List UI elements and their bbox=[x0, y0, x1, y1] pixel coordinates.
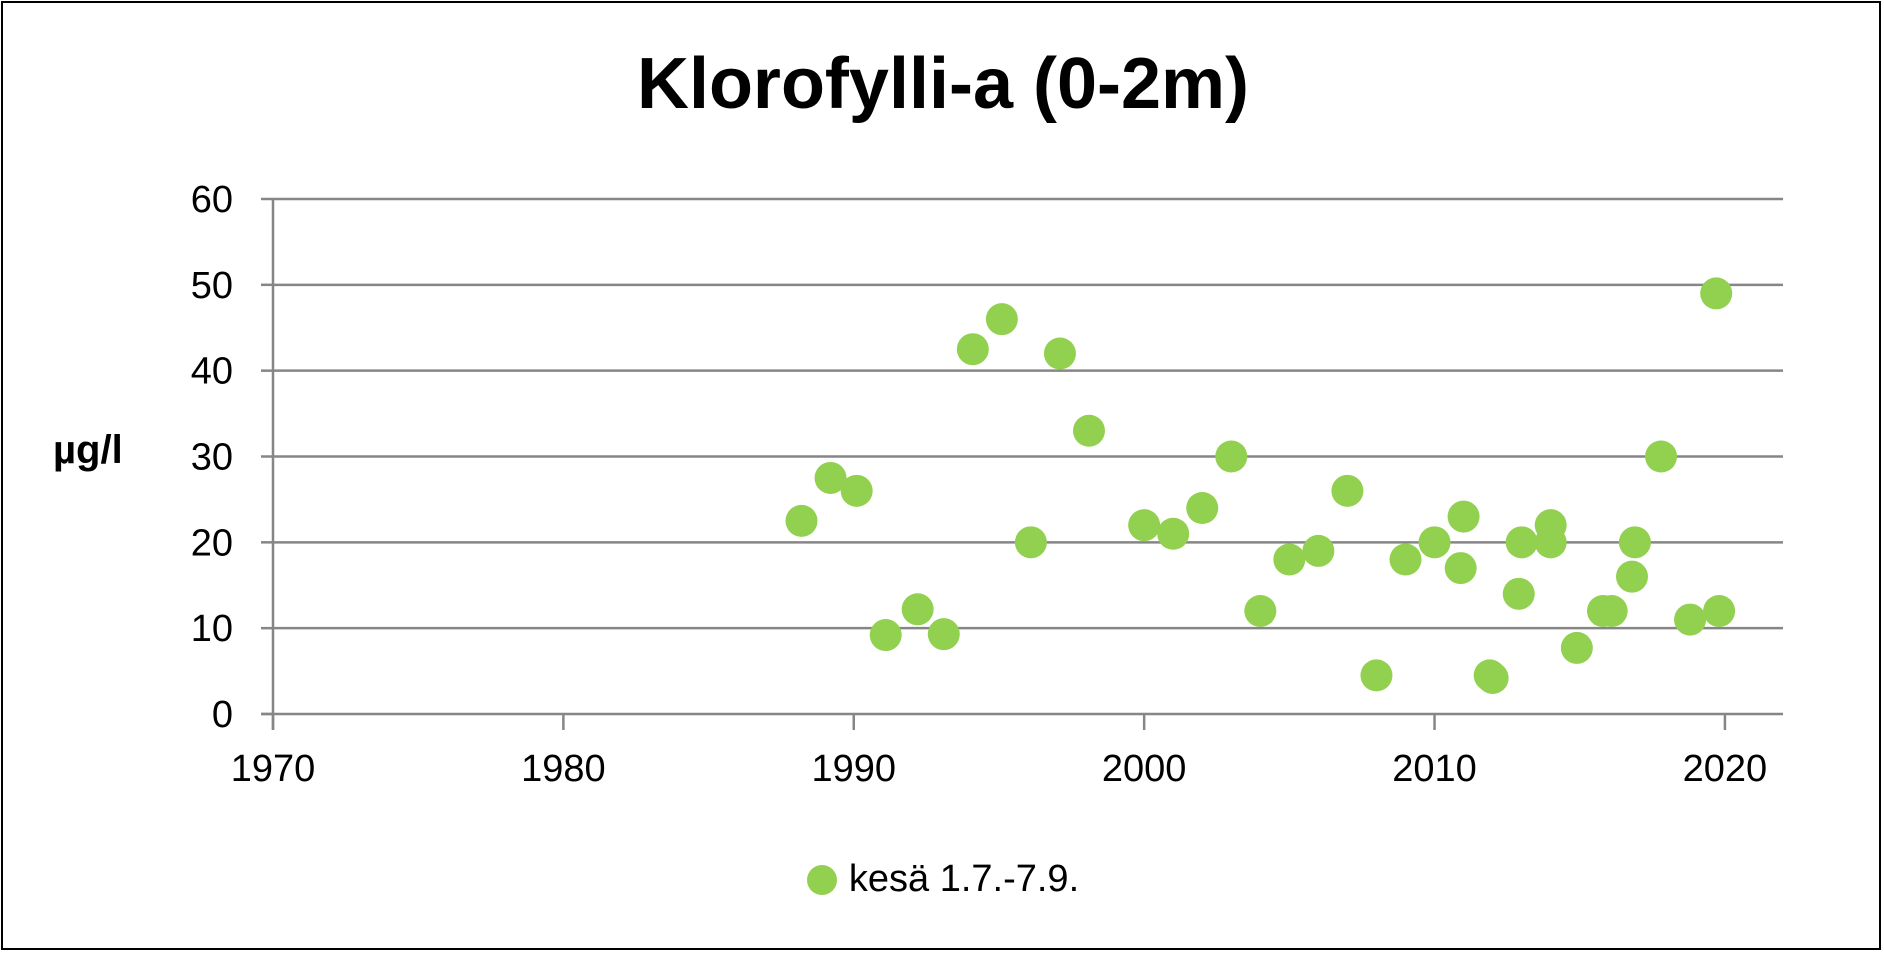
data-point bbox=[1331, 474, 1364, 507]
data-point bbox=[1616, 560, 1648, 593]
data-point bbox=[1674, 603, 1707, 636]
legend-label: kesä 1.7.-7.9. bbox=[848, 858, 1080, 900]
y-tick-label: 30 bbox=[191, 437, 233, 479]
data-point bbox=[1700, 277, 1733, 310]
data-point bbox=[785, 504, 818, 537]
data-point bbox=[927, 618, 960, 651]
y-tick-label: 40 bbox=[191, 351, 233, 393]
x-tick-label: 2010 bbox=[1392, 748, 1477, 790]
data-point bbox=[1273, 543, 1306, 576]
x-tick-label: 2000 bbox=[1102, 748, 1187, 790]
data-point bbox=[1560, 631, 1593, 664]
data-point bbox=[1014, 526, 1047, 559]
data-point bbox=[1502, 577, 1535, 610]
data-point bbox=[1043, 337, 1076, 370]
x-tick-label: 2020 bbox=[1683, 748, 1768, 790]
data-point bbox=[1157, 517, 1190, 550]
data-point bbox=[1215, 440, 1248, 473]
y-axis-label: µg/l bbox=[53, 428, 123, 472]
x-tick-label: 1980 bbox=[521, 748, 606, 790]
data-point bbox=[1447, 500, 1480, 533]
y-tick-label: 50 bbox=[191, 265, 233, 307]
data-point bbox=[1645, 440, 1678, 473]
data-point bbox=[814, 461, 847, 494]
data-point bbox=[840, 474, 873, 507]
y-tick-label: 10 bbox=[191, 608, 233, 650]
x-tick-label: 1970 bbox=[231, 748, 316, 790]
data-point bbox=[985, 303, 1018, 336]
legend: kesä 1.7.-7.9. bbox=[3, 858, 1883, 901]
data-point bbox=[1595, 595, 1628, 627]
scatter-plot: 0 10 20 30 40 50 60 1970 1980 1990 2000 2010 2020 bbox=[191, 179, 1783, 790]
data-point bbox=[1244, 595, 1277, 627]
y-tick-label: 20 bbox=[191, 522, 233, 564]
data-point bbox=[1444, 552, 1477, 585]
data-point bbox=[901, 593, 934, 626]
chart-title: Klorofylli-a (0-2m) bbox=[636, 44, 1250, 124]
data-point bbox=[1703, 595, 1736, 627]
y-tick-label: 60 bbox=[191, 179, 233, 221]
data-point bbox=[1360, 659, 1393, 692]
data-point bbox=[1505, 526, 1538, 559]
data-point bbox=[1186, 492, 1219, 524]
data-point bbox=[1302, 534, 1335, 567]
data-point bbox=[1128, 509, 1161, 542]
x-tick-label: 1990 bbox=[811, 748, 896, 790]
data-point bbox=[1618, 526, 1651, 559]
data-point bbox=[869, 619, 902, 652]
data-point bbox=[1418, 526, 1451, 559]
data-point bbox=[1389, 543, 1422, 576]
y-tick-label: 0 bbox=[212, 694, 233, 736]
legend-marker bbox=[806, 864, 837, 895]
data-point bbox=[1476, 661, 1509, 694]
data-point bbox=[1072, 414, 1105, 447]
data-point bbox=[956, 333, 989, 366]
data-point bbox=[1534, 526, 1567, 559]
